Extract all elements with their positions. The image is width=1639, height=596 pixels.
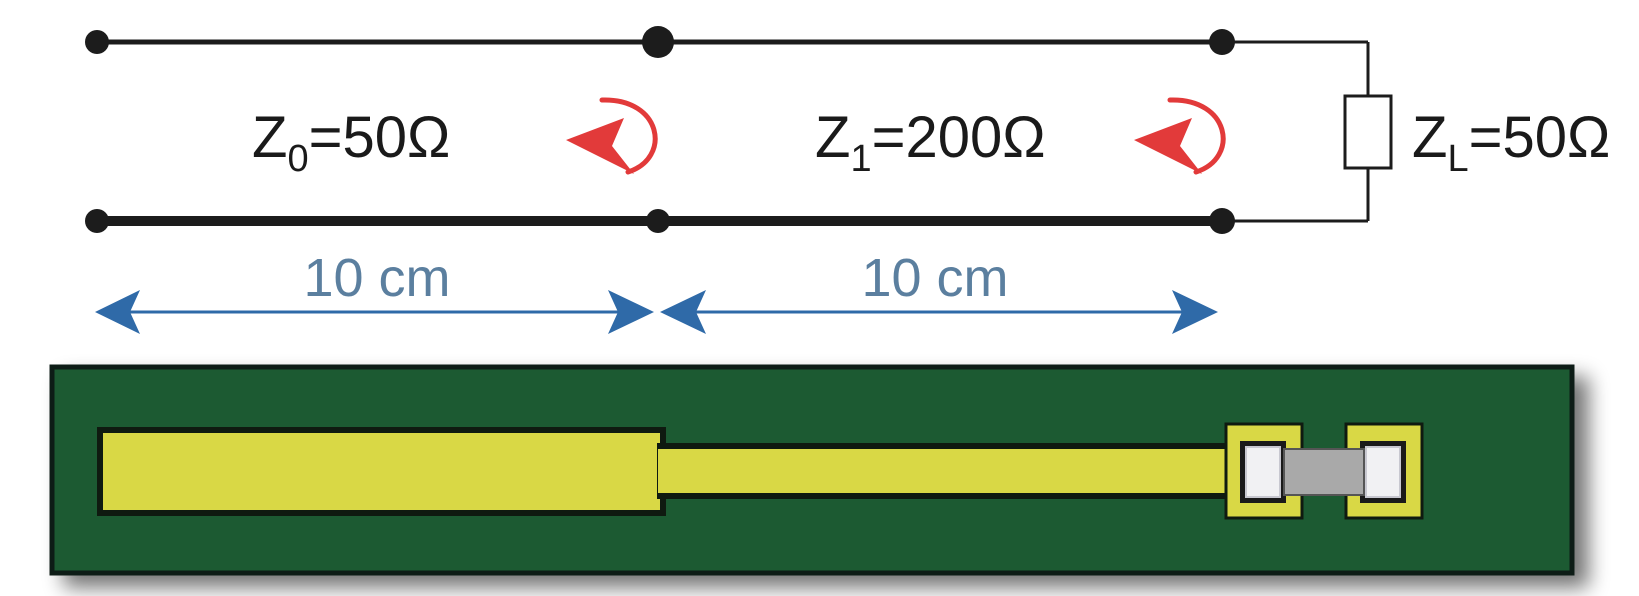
node-dot xyxy=(646,209,670,233)
z0-label: Z0=50Ω xyxy=(252,105,450,180)
node-dots xyxy=(85,26,1235,234)
reflection-arrow-icon xyxy=(566,97,658,175)
pcb-trace-narrow xyxy=(657,443,1233,499)
zl-label: ZL=50Ω xyxy=(1412,105,1610,180)
dimension-arrow-icon xyxy=(95,290,654,334)
node-dot xyxy=(642,26,674,58)
length-label-section-1: 10 cm xyxy=(303,248,450,308)
reflection-arrow-icon xyxy=(1134,97,1226,175)
smd-resistor-body xyxy=(1283,448,1365,496)
load-resistor xyxy=(1343,42,1393,221)
node-dot xyxy=(1209,29,1235,55)
z1-label: Z1=200Ω xyxy=(815,105,1046,180)
length-label-section-2: 10 cm xyxy=(861,248,1008,308)
node-dot xyxy=(85,30,109,54)
pcb-board xyxy=(49,364,1575,576)
resistor-pad-right xyxy=(1344,422,1424,520)
dimension-arrow-icon xyxy=(660,290,1218,334)
node-dot xyxy=(1209,208,1235,234)
node-dot xyxy=(85,209,109,233)
pcb-trace-wide xyxy=(97,427,666,516)
